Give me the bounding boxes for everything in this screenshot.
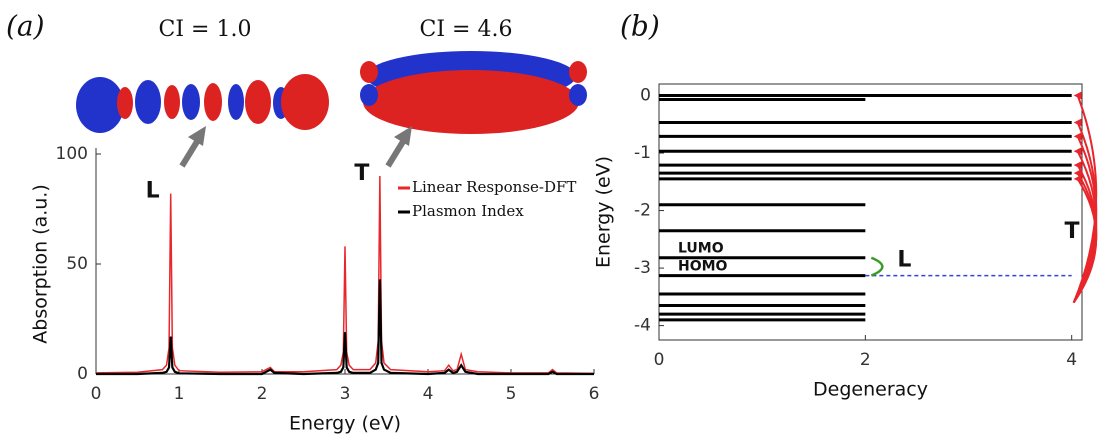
x-tick-label: 4 bbox=[1066, 350, 1077, 370]
x-tick-label: 3 bbox=[340, 384, 351, 404]
arrow-head bbox=[1073, 174, 1082, 183]
x-tick-label: 2 bbox=[860, 350, 871, 370]
x-axis-label: Energy (eV) bbox=[289, 413, 401, 435]
arrow-head bbox=[1073, 118, 1082, 127]
arrow-head bbox=[1073, 132, 1082, 141]
legend-label: Plasmon Index bbox=[412, 202, 524, 220]
legend-label: Linear Response-DFT bbox=[412, 178, 576, 196]
panel-label: (b) bbox=[620, 10, 660, 43]
arrow-head bbox=[1073, 91, 1082, 100]
transition-label: L bbox=[897, 248, 911, 273]
x-tick-label: 0 bbox=[654, 350, 665, 370]
y-tick-label: -3 bbox=[634, 258, 651, 278]
y-tick-label: 50 bbox=[66, 254, 88, 274]
arrow-head bbox=[1073, 147, 1082, 156]
orbital-l bbox=[76, 74, 329, 133]
level-label: HOMO bbox=[678, 259, 728, 275]
peak-label: L bbox=[146, 179, 160, 204]
pointer-arrows bbox=[179, 126, 412, 168]
x-tick-label: 6 bbox=[589, 384, 600, 404]
spectrum-line bbox=[96, 279, 594, 376]
y-axis-label: Absorption (a.u.) bbox=[30, 184, 52, 343]
x-tick-label: 5 bbox=[506, 384, 517, 404]
y-tick-label: 0 bbox=[640, 86, 651, 106]
y-tick-label: 100 bbox=[56, 144, 88, 164]
x-tick-label: 0 bbox=[91, 384, 102, 404]
y-tick-label: 0 bbox=[77, 364, 88, 384]
transition-label: T bbox=[1064, 219, 1079, 244]
y-tick-label: -4 bbox=[634, 316, 651, 336]
arrow-head bbox=[1073, 161, 1082, 170]
peak-label: T bbox=[354, 161, 369, 186]
x-tick-label: 4 bbox=[423, 384, 434, 404]
level-label: LUMO bbox=[678, 241, 724, 257]
y-tick-label: -1 bbox=[634, 143, 651, 163]
orbital-label: CI = 1.0 bbox=[159, 17, 252, 42]
orbital-label: CI = 4.6 bbox=[420, 17, 513, 42]
spectrum-line bbox=[95, 175, 595, 375]
plot-frame bbox=[658, 83, 1083, 341]
orbital-t bbox=[360, 51, 587, 134]
l-transition-arrow bbox=[870, 256, 884, 277]
y-tick-label: -2 bbox=[634, 201, 651, 221]
x-tick-label: 1 bbox=[174, 384, 185, 404]
arrow-head bbox=[1073, 169, 1082, 178]
y-axis-label: Energy (eV) bbox=[593, 156, 615, 268]
transition-arrow bbox=[1072, 178, 1098, 304]
x-tick-label: 2 bbox=[257, 384, 268, 404]
panel-label: (a) bbox=[6, 10, 45, 43]
x-axis-label: Degeneracy bbox=[813, 379, 928, 401]
